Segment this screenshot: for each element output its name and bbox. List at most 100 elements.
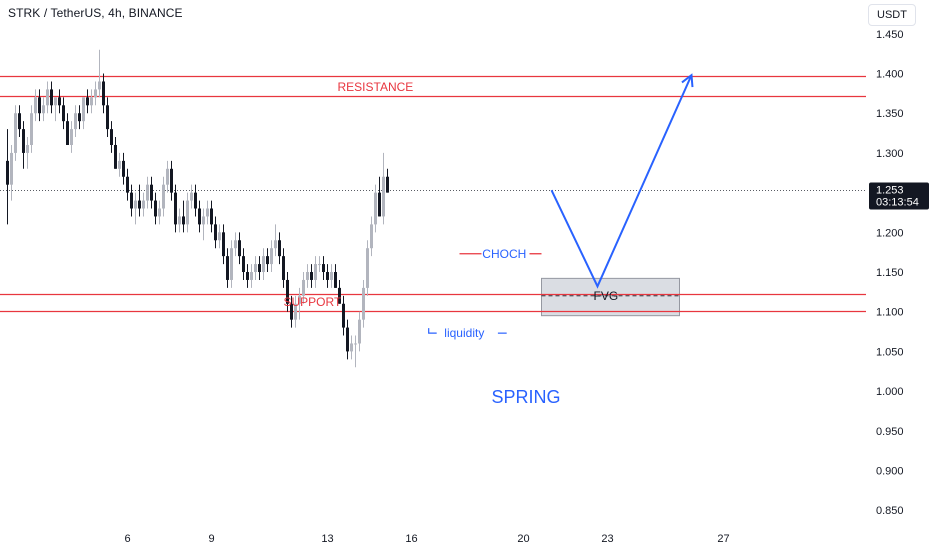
candle (22, 121, 25, 169)
candle (338, 279, 341, 304)
candle-body (170, 168, 173, 193)
candle (386, 168, 389, 193)
candle-body (262, 256, 265, 273)
candle (358, 311, 361, 352)
projection-arrowhead (681, 73, 694, 88)
candles (6, 49, 389, 368)
candle (70, 121, 73, 153)
candle (106, 97, 109, 138)
candle-body (174, 192, 177, 225)
candle (190, 184, 193, 209)
candle (102, 73, 105, 114)
candle-body (54, 97, 57, 106)
candle-body (190, 192, 193, 201)
candle-body (118, 160, 121, 169)
candle (118, 152, 121, 177)
candle-body (70, 129, 73, 145)
candle-body (158, 208, 161, 217)
candle-body (150, 184, 153, 201)
candle-body (106, 105, 109, 130)
candle-body (114, 144, 117, 169)
candle (174, 184, 177, 233)
candle (302, 272, 305, 304)
y-tick-label: 0.900 (876, 465, 904, 477)
candle (290, 295, 293, 328)
candle (138, 184, 141, 217)
candle-body (314, 264, 317, 280)
candle (330, 264, 333, 288)
candle-body (194, 192, 197, 209)
currency-button[interactable]: USDT (868, 4, 916, 26)
last-price-box (869, 182, 929, 210)
candle-body (250, 272, 253, 280)
candle-body (278, 240, 281, 257)
candle-body (374, 192, 377, 225)
candle-body (282, 256, 285, 280)
candle (378, 176, 381, 217)
candle-body (382, 176, 385, 217)
candle (86, 89, 89, 114)
candle-body (10, 152, 13, 185)
candle (262, 248, 265, 280)
candle (246, 264, 249, 288)
candle-body (246, 272, 249, 280)
candle (162, 176, 165, 217)
projection-path (550, 74, 693, 289)
candle (270, 240, 273, 273)
candle (306, 264, 309, 288)
candle-body (294, 303, 297, 320)
candle (334, 264, 337, 288)
candle (142, 192, 145, 217)
candle (122, 152, 125, 185)
candle-body (350, 343, 353, 352)
candle (282, 248, 285, 288)
candle (194, 184, 197, 217)
candle-body (126, 176, 129, 193)
candle (266, 248, 269, 273)
x-tick-label: 16 (405, 533, 417, 545)
candle-body (154, 200, 157, 217)
candle-body (42, 105, 45, 114)
candle (110, 121, 113, 153)
x-tick-label: 20 (517, 533, 529, 545)
last-price-countdown: 03:13:54 (876, 197, 919, 209)
candle-body (330, 272, 333, 280)
candle-body (334, 272, 337, 288)
candle (314, 256, 317, 288)
y-tick-label: 1.300 (876, 148, 904, 160)
liquidity-label: liquidity (444, 326, 484, 340)
candle (94, 81, 97, 106)
candle-body (26, 144, 29, 153)
candle (66, 113, 69, 145)
x-tick-label: 27 (717, 533, 729, 545)
candle (198, 200, 201, 233)
time-axis: 6 9 13 16 20 23 27 (124, 533, 729, 545)
candle-body (234, 240, 237, 249)
choch-label: CHOCH (482, 247, 526, 261)
candle (322, 256, 325, 280)
x-tick-label: 13 (321, 533, 333, 545)
candle (346, 319, 349, 360)
candle (258, 256, 261, 280)
candle-body (82, 97, 85, 122)
candle (278, 232, 281, 265)
candle (50, 81, 53, 114)
candle-body (110, 129, 113, 145)
candle-body (358, 319, 361, 344)
candle-body (302, 279, 305, 296)
y-tick-label: 1.200 (876, 227, 904, 239)
candle (6, 129, 9, 225)
candle-body (74, 113, 77, 130)
candle-body (210, 208, 213, 225)
candle (154, 192, 157, 225)
candle (42, 97, 45, 122)
candle-body (206, 208, 209, 217)
candle-body (98, 81, 101, 90)
candle (170, 160, 173, 201)
candle (98, 49, 101, 98)
y-tick-label: 1.400 (876, 69, 904, 81)
candle (318, 256, 321, 273)
candle-body (214, 224, 217, 241)
candle (382, 152, 385, 225)
